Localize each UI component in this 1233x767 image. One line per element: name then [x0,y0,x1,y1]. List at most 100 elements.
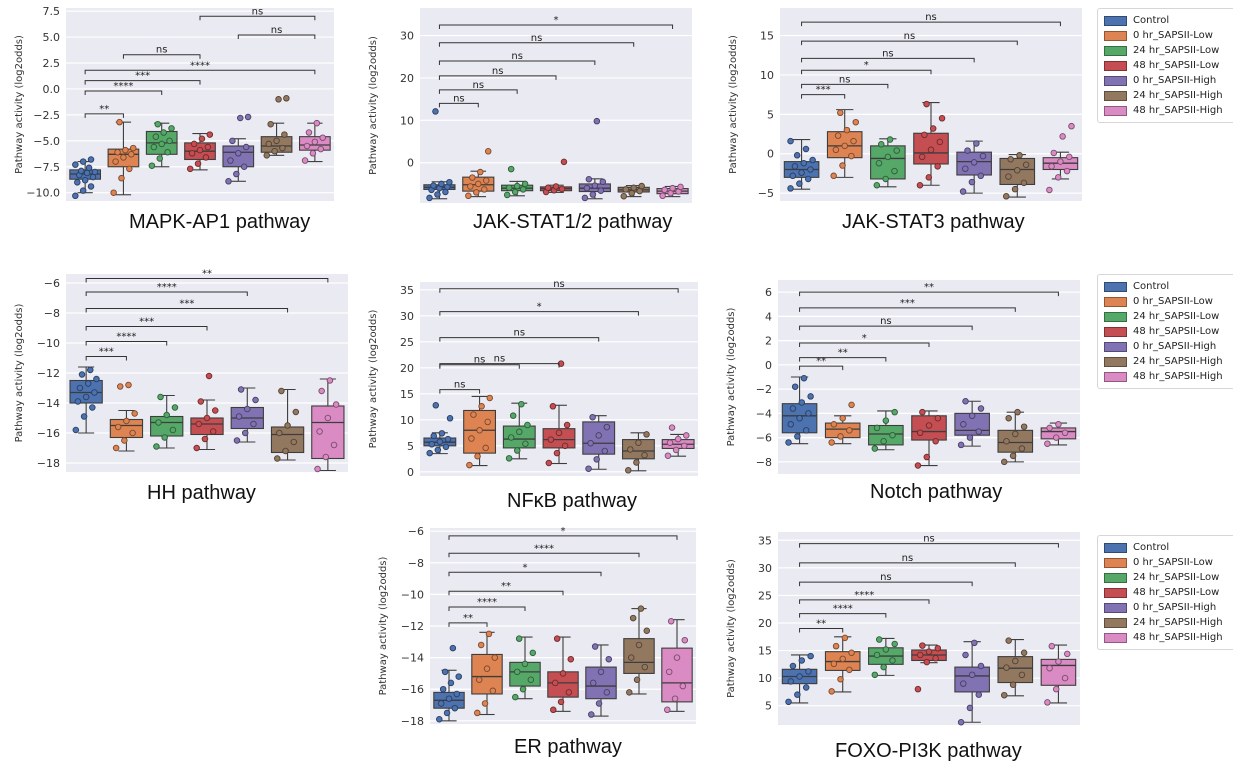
significance-label: * [537,302,542,313]
panel-hh: −6 −8 −10 −12 −14 −16 −18 Pathway activity (log… [0,268,350,508]
data-point [882,417,890,424]
data-point [638,182,645,190]
chart-title: Notch pathway [870,481,1003,503]
significance-bracket [199,15,316,21]
data-point [481,186,488,193]
data-point [529,649,537,657]
y-tick-label: 4 [765,310,772,323]
significance-bracket [85,341,168,346]
legend-entry: 48 hr_SAPSII-Low [1104,585,1232,600]
data-point [1022,161,1030,169]
panel-jak-stat12: 30 20 10 0 Pathway activity (log2odds) ns ns ns… [368,0,700,240]
data-point [547,436,555,443]
data-point [81,176,89,184]
data-point [966,434,974,441]
data-point [805,668,812,675]
significance-label: * [523,562,528,573]
data-point [925,174,933,181]
significance-label: **** [833,604,853,615]
data-point [830,421,838,428]
data-point [72,426,80,434]
data-point [794,433,801,440]
box [471,653,503,695]
data-point [891,640,898,648]
significance-label: *** [135,71,150,82]
data-point [441,668,449,676]
data-point [169,426,177,434]
data-point [796,414,803,422]
significance-label: ** [838,348,848,359]
data-point [476,426,483,434]
data-point [206,131,214,138]
y-tick-label: 20 [400,362,414,375]
box [150,415,184,437]
chart-title: ER pathway [514,736,622,758]
data-point [637,605,645,612]
legend-swatch [1104,587,1127,598]
panel-mapk-ap1: 7.5 5.0 2.5 0.0 −2.5 −5.0 −7.5 −10.0 Pathway act… [0,0,350,240]
data-point [438,180,445,188]
data-point [589,679,597,687]
y-tick-label: 0 [767,148,774,161]
data-point [87,183,95,190]
data-point [1061,429,1069,437]
data-point [1055,658,1062,665]
y-axis-label: Pathway activity (log2odds) [368,36,379,175]
data-point [305,129,313,136]
data-point [114,148,121,156]
data-point [966,704,974,712]
data-point [916,181,924,189]
data-point [605,655,613,663]
data-point [914,685,922,693]
data-point [938,115,946,122]
data-point [875,159,883,167]
y-tick-label: 2 [765,335,772,348]
data-point [473,189,480,196]
data-point [439,685,447,693]
data-point [292,408,300,416]
legend-label: 48 hr_SAPSII-High [1133,632,1223,643]
data-point [1066,153,1073,161]
significance-bracket [801,57,975,63]
data-point [434,191,441,198]
data-point [160,129,167,136]
data-point [195,420,202,428]
y-tick-label: −16 [37,427,60,440]
data-point [627,654,635,661]
data-point [235,150,242,157]
data-point [166,137,173,145]
plot-hh: −6 −8 −10 −12 −14 −16 −18 Pathway activity (log… [14,269,348,473]
legend-entry: 0 hr_SAPSII-High [1104,600,1232,615]
data-point [837,433,844,440]
data-point [585,176,593,183]
y-tick-label: 30 [400,30,414,43]
data-point [1046,424,1053,432]
data-point [674,435,682,443]
data-point [934,414,942,422]
data-point [680,442,688,450]
data-point [123,417,130,425]
data-point [873,181,881,189]
data-point [558,185,566,193]
legend-swatch [1104,557,1127,568]
data-point [72,192,79,200]
legend-label: 24 hr_SAPSII-High [1133,356,1223,367]
legend-entry: 48 hr_SAPSII-High [1104,369,1232,384]
data-point [129,429,136,437]
data-point [84,380,92,387]
data-point [474,452,481,460]
data-point [121,437,128,444]
data-point [970,159,978,166]
significance-bracket [84,113,124,118]
data-point [131,410,138,417]
data-point [664,452,672,459]
y-axis-label: Pathway activity (log2odds) [728,35,739,174]
data-point [1000,458,1008,466]
data-point [474,709,481,717]
data-point [511,188,519,196]
y-axis-label: Pathway activity (log2odds) [368,309,379,448]
y-tick-label: 30 [758,562,772,575]
data-point [318,387,325,395]
data-point [428,441,435,448]
data-point [430,432,438,440]
